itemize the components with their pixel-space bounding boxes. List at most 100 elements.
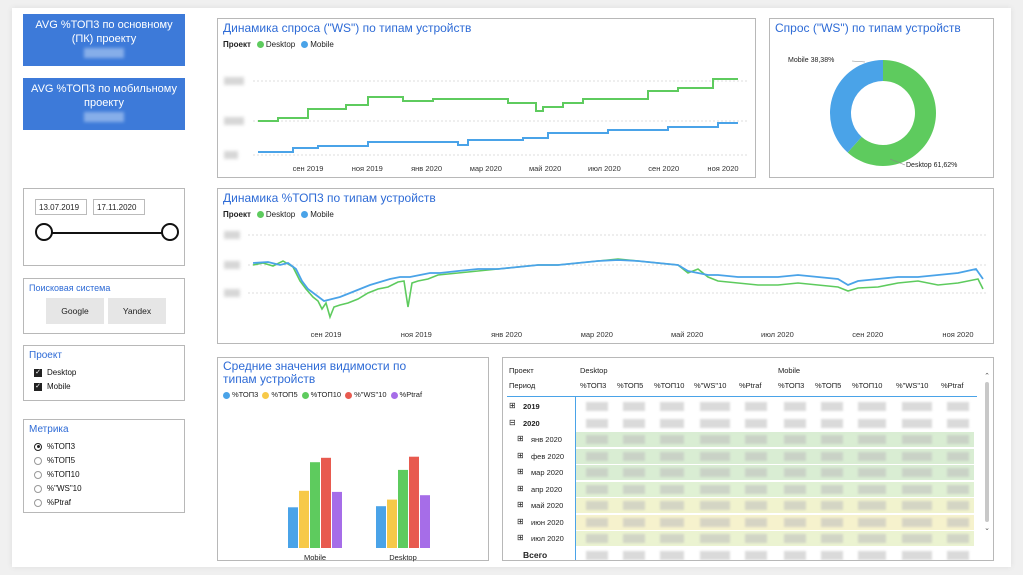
cell-value-blurred: [858, 534, 886, 543]
legend-item[interactable]: %ТОП5: [262, 390, 298, 399]
scrollbar-thumb[interactable]: [985, 382, 989, 522]
bar[interactable]: [310, 462, 320, 548]
scroll-up-icon[interactable]: ⌃: [984, 373, 990, 380]
column-header[interactable]: %ТОП3: [778, 381, 805, 390]
bar[interactable]: [288, 507, 298, 548]
column-header[interactable]: %ТОП10: [852, 381, 883, 390]
kpi-card-desktop[interactable]: AVG %ТОП3 по основному (ПК) проекту: [23, 14, 185, 66]
expand-toggle-icon[interactable]: ⊞: [517, 500, 524, 509]
expand-toggle-icon[interactable]: ⊞: [517, 450, 524, 460]
option-yandex-button[interactable]: Yandex: [108, 298, 166, 324]
legend-item[interactable]: %"WS"10: [345, 390, 387, 399]
total-cell-blurred: [947, 550, 969, 560]
column-header[interactable]: %"WS"10: [694, 381, 727, 390]
legend-item[interactable]: %ТОП10: [301, 390, 341, 399]
radio-top3[interactable]: %ТОП3: [34, 442, 75, 451]
column-header[interactable]: %ТОП5: [617, 381, 644, 390]
chart-title: Динамика %ТОП3 по типам устройств: [223, 191, 436, 205]
legend-item-desktop[interactable]: Desktop: [256, 210, 295, 219]
row-label: мар 2020: [531, 468, 564, 477]
date-start-input[interactable]: 13.07.2019: [35, 199, 87, 215]
total-cell-blurred: [902, 550, 932, 560]
cell-value-blurred: [623, 501, 645, 510]
cell-value-blurred: [745, 517, 767, 527]
donut-slice[interactable]: [847, 60, 936, 166]
slider-track[interactable]: [44, 232, 170, 234]
cell-value-blurred: [623, 484, 645, 494]
bar[interactable]: [376, 506, 386, 548]
total-cell-blurred: [745, 550, 767, 560]
legend-item[interactable]: %Ptraf: [390, 390, 422, 399]
column-header[interactable]: %ТОП5: [815, 381, 842, 390]
date-range-slicer[interactable]: 13.07.2019 17.11.2020: [23, 188, 185, 266]
kpi-card-mobile[interactable]: AVG %ТОП3 по мобильному проекту: [23, 78, 185, 130]
scroll-down-icon[interactable]: ⌄: [984, 525, 990, 532]
bar[interactable]: [321, 457, 331, 548]
top3-line-chart[interactable]: Динамика %ТОП3 по типам устройств Проект…: [217, 188, 994, 344]
column-header[interactable]: %"WS"10: [896, 381, 929, 390]
cell-value-blurred: [586, 418, 608, 428]
column-header[interactable]: %Ptraf: [739, 381, 762, 390]
legend-item-mobile[interactable]: Mobile: [301, 40, 334, 49]
expand-toggle-icon[interactable]: ⊞: [517, 434, 524, 443]
legend-item-desktop[interactable]: Desktop: [256, 40, 295, 49]
bar-plot: Mobile Desktop: [288, 456, 430, 562]
total-cell-blurred: [821, 550, 843, 560]
visibility-bar-chart[interactable]: Средние значения видимости по типам устр…: [217, 357, 489, 562]
column-header[interactable]: %Ptraf: [941, 381, 964, 390]
cell-value-blurred: [700, 484, 730, 494]
demand-line-chart[interactable]: Динамика спроса ("WS") по типам устройст…: [217, 18, 756, 178]
expand-toggle-icon[interactable]: ⊟: [509, 417, 516, 427]
bar[interactable]: [409, 456, 419, 548]
checkbox-mobile[interactable]: ✓ Mobile: [34, 382, 71, 391]
x-tick-label: май 2020: [671, 330, 703, 339]
cell-value-blurred: [700, 468, 730, 477]
check-icon: ✓: [34, 368, 42, 377]
expand-toggle-icon[interactable]: ⊞: [517, 533, 524, 542]
series-line-mobile: [252, 259, 984, 302]
metrics-matrix[interactable]: Проект Период Desktop Mobile %ТОП3 %ТОП5%…: [502, 357, 994, 561]
cell-value-blurred: [902, 484, 932, 494]
cell-value-blurred: [745, 484, 767, 494]
radio-top10[interactable]: %ТОП10: [34, 470, 80, 479]
cell-value-blurred: [947, 501, 969, 510]
total-cell-blurred: [586, 550, 608, 560]
column-header[interactable]: %ТОП3: [580, 381, 607, 390]
bar[interactable]: [332, 491, 342, 548]
category-label: Desktop: [389, 553, 417, 562]
row-label: июн 2020: [531, 517, 564, 527]
column-header[interactable]: %ТОП10: [654, 381, 685, 390]
legend-item[interactable]: %ТОП3: [223, 390, 258, 399]
expand-toggle-icon[interactable]: ⊞: [517, 516, 524, 526]
total-cell-blurred: [784, 550, 806, 560]
expand-toggle-icon[interactable]: ⊞: [509, 401, 516, 410]
bar[interactable]: [387, 499, 397, 548]
radio-ws10[interactable]: %"WS"10: [34, 484, 82, 493]
bar[interactable]: [299, 490, 309, 548]
cell-value-blurred: [947, 468, 969, 477]
y-tick-blurred: [224, 77, 244, 85]
report-canvas: AVG %ТОП3 по основному (ПК) проекту AVG …: [12, 8, 1011, 567]
slider-handle-start[interactable]: [35, 223, 53, 241]
bar[interactable]: [420, 495, 430, 548]
option-google-button[interactable]: Google: [46, 298, 104, 324]
bar[interactable]: [398, 469, 408, 548]
checkbox-desktop[interactable]: ✓ Desktop: [34, 368, 77, 377]
cell-value-blurred: [745, 418, 767, 428]
expand-toggle-icon[interactable]: ⊞: [517, 467, 524, 476]
expand-toggle-icon[interactable]: ⊞: [517, 483, 524, 493]
chart-legend: Проект Desktop Mobile: [223, 40, 334, 49]
legend-dot: [390, 391, 398, 399]
demand-donut-chart[interactable]: Спрос ("WS") по типам устройств Mobile 3…: [769, 18, 994, 178]
scrollbar[interactable]: ⌃ ⌄: [984, 372, 990, 548]
legend-item-mobile[interactable]: Mobile: [301, 210, 334, 219]
radio-ptraf[interactable]: %Ptraf: [34, 498, 71, 507]
radio-top5[interactable]: %ТОП5: [34, 456, 75, 465]
date-end-input[interactable]: 17.11.2020: [93, 199, 145, 215]
donut-slice[interactable]: [830, 59, 883, 153]
cell-value-blurred: [745, 468, 767, 477]
x-tick-label: сен 2020: [852, 330, 883, 339]
slicer-title: Метрика: [29, 424, 69, 435]
top3-line-plot: сен 2019 ноя 2019 янв 2020 мар 2020 май 2020…: [248, 234, 988, 339]
slider-handle-end[interactable]: [161, 223, 179, 241]
